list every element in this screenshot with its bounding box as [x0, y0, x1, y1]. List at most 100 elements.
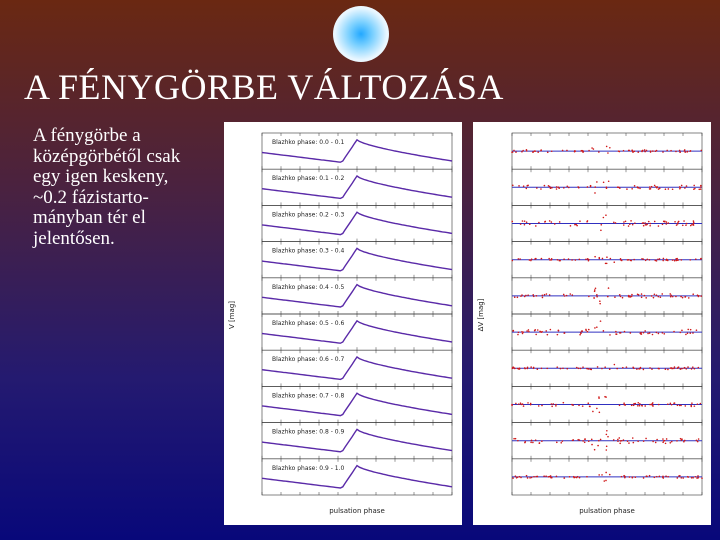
residual-dot — [551, 186, 553, 189]
residual-dot — [671, 188, 674, 191]
residual-dot — [578, 258, 581, 261]
residual-dot — [549, 328, 552, 331]
residual-dot — [587, 440, 590, 443]
residual-dot — [513, 149, 515, 152]
residual-dot — [598, 411, 601, 414]
residual-dot — [525, 221, 528, 223]
residual-dot — [680, 259, 683, 261]
residual-dot — [532, 367, 535, 370]
residual-dot — [520, 403, 523, 406]
residual-dot — [642, 222, 645, 224]
residual-dot — [551, 405, 553, 408]
light-curve — [261, 175, 453, 200]
residual-dot — [654, 441, 657, 444]
residual-dot — [513, 296, 516, 299]
residual-dot — [613, 363, 616, 366]
residual-dot — [606, 256, 608, 258]
residual-dot — [581, 405, 584, 407]
residual-dot — [590, 368, 593, 371]
residual-dot — [650, 185, 653, 188]
residual-dot — [511, 259, 514, 262]
residual-dot — [641, 149, 644, 152]
residual-dot — [517, 331, 520, 334]
residual-dot — [644, 405, 646, 407]
panel-label: Blazhko phase: 0.9 - 1.0 — [272, 465, 345, 472]
residual-dot — [633, 402, 635, 405]
residual-dot — [586, 330, 589, 333]
residual-dot — [532, 441, 534, 444]
residual-dot — [692, 477, 694, 479]
residual-dot — [622, 366, 624, 369]
residual-dot — [658, 258, 661, 260]
residual-dot — [700, 149, 703, 152]
residual-dot — [633, 258, 635, 261]
residual-dot — [550, 476, 552, 479]
residual-dot — [643, 294, 646, 297]
residual-dot — [618, 150, 621, 153]
residual-dot — [644, 223, 647, 226]
residual-dot — [586, 475, 588, 478]
residual-dot — [650, 403, 653, 406]
residual-dot — [524, 440, 527, 443]
residual-dot — [628, 295, 631, 298]
residual-dot — [521, 403, 524, 405]
residual-dot — [541, 440, 543, 443]
residual-dot — [598, 257, 601, 260]
residual-dot — [522, 185, 525, 188]
residual-dot — [689, 332, 692, 334]
residual-dot — [625, 366, 628, 368]
residual-dot — [645, 475, 648, 478]
residual-dot — [522, 149, 524, 152]
residual-dot — [634, 476, 637, 479]
residual-dot — [605, 445, 608, 448]
residual-dot — [550, 257, 553, 260]
residual-dot — [645, 149, 648, 152]
residual-dot — [665, 221, 668, 223]
residual-dot — [547, 475, 550, 478]
residual-dot — [624, 476, 626, 479]
residual-dot — [536, 475, 539, 478]
residual-dot — [695, 329, 698, 331]
residual-dot — [633, 150, 636, 153]
panel-label: Blazhko phase: 0.7 - 0.8 — [272, 392, 345, 399]
panel-label: Blazhko phase: 0.2 - 0.3 — [272, 211, 345, 218]
residual-dot — [601, 474, 603, 476]
residual-dot — [685, 224, 687, 226]
residual-dot — [628, 149, 630, 152]
residual-dot — [596, 181, 598, 183]
residual-dot — [687, 297, 690, 299]
residual-dot — [606, 295, 609, 298]
residual-dot — [532, 151, 534, 153]
residual-dot — [671, 367, 673, 370]
residual-dot — [677, 366, 679, 369]
residual-dot — [515, 402, 517, 405]
residual-dot — [669, 442, 672, 444]
residual-dot — [530, 476, 533, 479]
residual-dot — [587, 368, 590, 370]
residual-dot — [626, 188, 628, 190]
residual-dot — [550, 403, 553, 405]
residual-dot — [656, 438, 658, 441]
residual-dot — [683, 439, 686, 442]
residual-dot — [665, 475, 667, 477]
residual-dot — [533, 475, 535, 478]
residual-dot — [663, 333, 666, 335]
residual-dot — [616, 367, 618, 370]
residual-dot — [623, 330, 626, 333]
residual-dot — [540, 367, 543, 370]
residual-dot — [665, 223, 668, 225]
residual-dot — [605, 396, 607, 398]
residual-dot — [669, 293, 672, 295]
residual-dot — [605, 433, 608, 436]
residual-dot — [594, 255, 596, 258]
body-line: középgörbétől csak — [33, 145, 181, 167]
residual-dot — [582, 366, 584, 368]
residual-dot — [693, 188, 695, 191]
residual-dot — [630, 220, 632, 222]
residual-dot — [517, 439, 519, 442]
residual-dot — [613, 221, 615, 224]
residual-dot — [642, 440, 645, 442]
residual-dot — [632, 404, 635, 407]
residual-dot — [655, 475, 658, 478]
residual-dot — [669, 402, 672, 405]
